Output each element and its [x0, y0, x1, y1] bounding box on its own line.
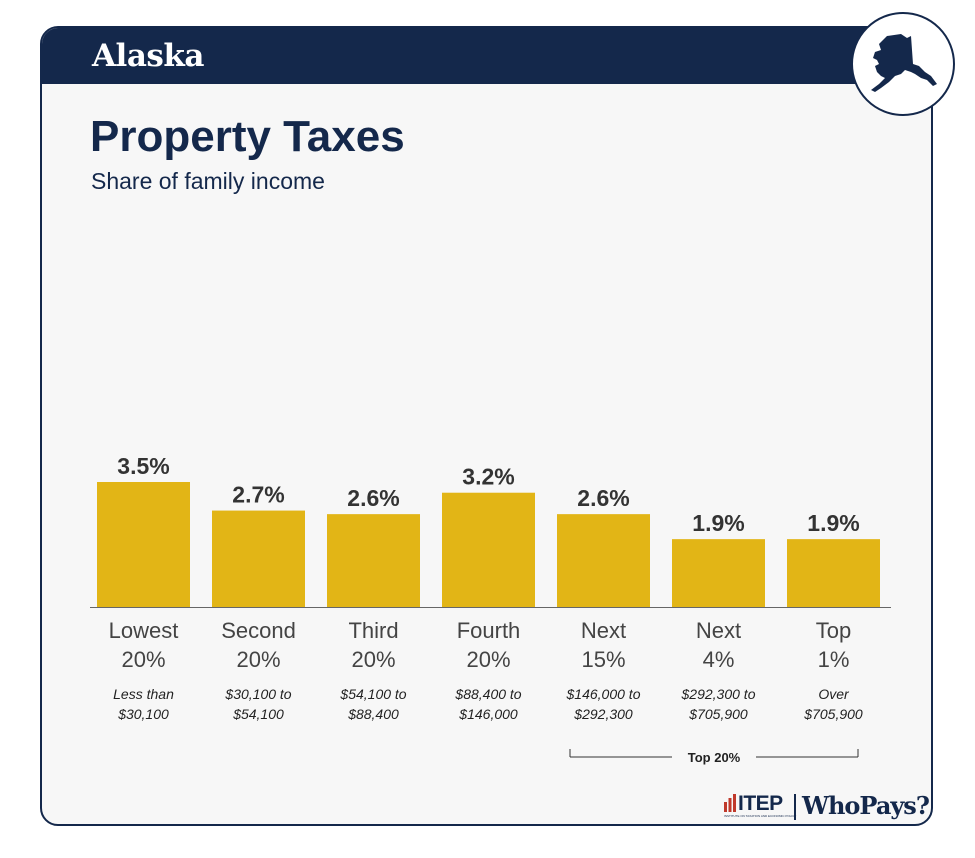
category-label-0: Lowest: [109, 618, 179, 643]
chart-title: Property Taxes: [90, 112, 405, 161]
itep-bars-icon: [724, 794, 736, 812]
logo-divider: [794, 794, 796, 820]
alaska-state-outline-icon: [871, 34, 937, 92]
income-range-line1-4: $146,000 to: [566, 686, 641, 702]
state-name: Alaska: [92, 38, 204, 74]
category-label-3: Fourth: [457, 618, 521, 643]
category-label-1: Second: [221, 618, 296, 643]
income-range-line1-0: Less than: [113, 686, 174, 702]
bar-0: [97, 482, 190, 607]
income-range-line2-2: $88,400: [347, 706, 399, 722]
bar-6: [787, 539, 880, 607]
itep-logo-subtext: INSTITUTE ON TAXATION AND ECONOMIC POLIC…: [724, 814, 797, 818]
income-range-line2-1: $54,100: [232, 706, 284, 722]
state-badge: [851, 12, 955, 116]
data-label-0: 3.5%: [117, 453, 169, 479]
chart-card: Alaska: [40, 26, 933, 826]
bracket-label: Top 20%: [688, 750, 741, 765]
data-label-2: 2.6%: [347, 485, 399, 511]
category-share-4: 15%: [581, 647, 625, 672]
whopays-logo-text: WhoPays?: [802, 791, 930, 820]
chart-subtitle: Share of family income: [91, 168, 325, 194]
category-share-3: 20%: [466, 647, 510, 672]
income-range-line1-6: Over: [818, 686, 850, 702]
data-label-5: 1.9%: [692, 510, 744, 536]
income-range-line1-1: $30,100 to: [224, 686, 291, 702]
data-label-1: 2.7%: [232, 482, 284, 508]
category-label-5: Next: [696, 618, 741, 643]
data-label-3: 3.2%: [462, 464, 514, 490]
category-share-2: 20%: [351, 647, 395, 672]
category-label-6: Top: [816, 618, 851, 643]
income-range-line1-2: $54,100 to: [339, 686, 406, 702]
bar-5: [672, 539, 765, 607]
income-range-line2-6: $705,900: [803, 706, 863, 722]
bar-3: [442, 492, 535, 607]
category-share-5: 4%: [703, 647, 735, 672]
income-range-line1-5: $292,300 to: [681, 686, 756, 702]
data-label-6: 1.9%: [807, 510, 859, 536]
income-range-line2-4: $292,300: [573, 706, 633, 722]
category-label-2: Third: [348, 618, 398, 643]
income-range-line1-3: $88,400 to: [454, 686, 521, 702]
income-range-line2-0: $30,100: [117, 706, 169, 722]
bar-4: [557, 514, 650, 607]
category-share-1: 20%: [236, 647, 280, 672]
category-share-6: 1%: [818, 647, 850, 672]
category-label-4: Next: [581, 618, 626, 643]
itep-logo-text: ITEP: [738, 792, 783, 815]
bar-2: [327, 514, 420, 607]
income-range-line2-5: $705,900: [688, 706, 748, 722]
data-label-4: 2.6%: [577, 485, 629, 511]
income-range-line2-3: $146,000: [458, 706, 518, 722]
bar-1: [212, 510, 305, 607]
header-bar: Alaska: [42, 28, 931, 84]
category-share-0: 20%: [121, 647, 165, 672]
